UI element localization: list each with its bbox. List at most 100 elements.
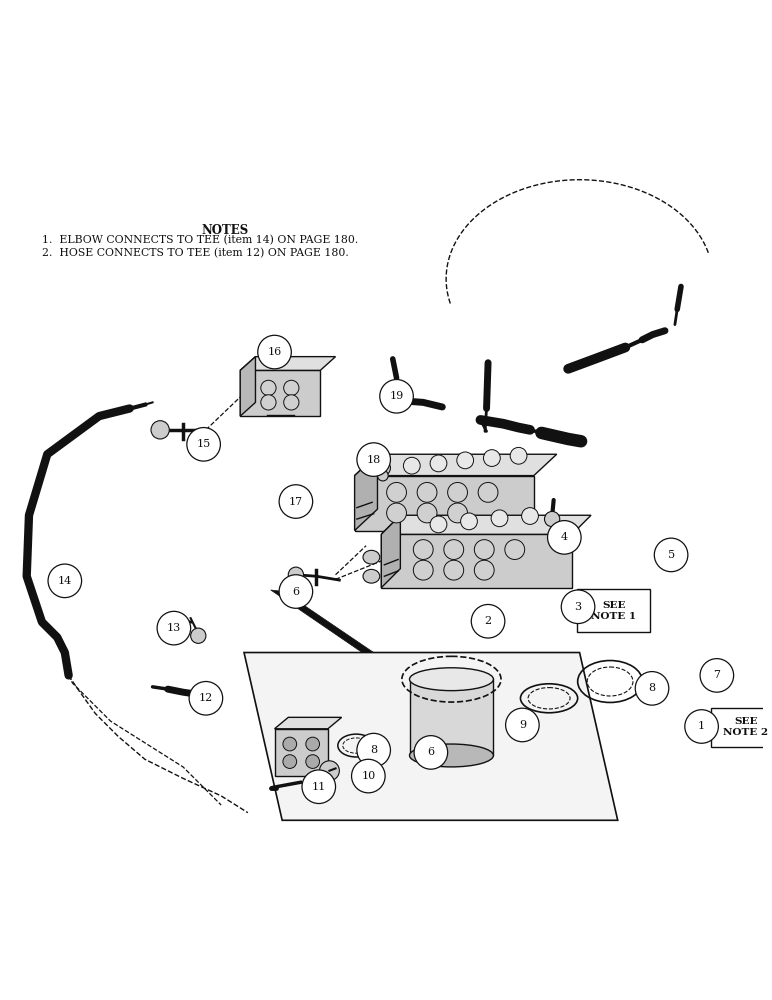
Circle shape xyxy=(258,335,291,369)
Circle shape xyxy=(189,681,222,715)
Circle shape xyxy=(561,590,595,624)
Circle shape xyxy=(191,628,206,643)
Circle shape xyxy=(164,612,179,627)
Ellipse shape xyxy=(363,550,380,564)
Polygon shape xyxy=(240,357,256,416)
Circle shape xyxy=(478,482,498,502)
Text: 15: 15 xyxy=(197,439,211,449)
Text: NOTES: NOTES xyxy=(201,224,249,237)
Text: 11: 11 xyxy=(312,782,326,792)
Circle shape xyxy=(685,710,719,743)
Circle shape xyxy=(288,567,303,582)
Circle shape xyxy=(261,395,276,410)
Polygon shape xyxy=(354,454,378,531)
FancyBboxPatch shape xyxy=(577,589,651,632)
Circle shape xyxy=(357,443,391,476)
Polygon shape xyxy=(240,357,336,370)
Circle shape xyxy=(448,503,468,523)
Polygon shape xyxy=(275,717,342,729)
Circle shape xyxy=(306,755,320,768)
Circle shape xyxy=(417,482,437,502)
Text: 3: 3 xyxy=(574,602,581,612)
Circle shape xyxy=(414,736,448,769)
Polygon shape xyxy=(271,590,374,653)
Circle shape xyxy=(48,564,82,598)
Text: 1: 1 xyxy=(698,721,705,731)
Circle shape xyxy=(491,510,508,527)
Circle shape xyxy=(483,450,500,466)
Circle shape xyxy=(357,733,391,767)
Circle shape xyxy=(283,395,299,410)
Polygon shape xyxy=(381,534,572,588)
Circle shape xyxy=(187,428,220,461)
Circle shape xyxy=(510,447,527,464)
Polygon shape xyxy=(409,679,493,755)
Circle shape xyxy=(283,737,296,751)
Circle shape xyxy=(283,755,296,768)
Text: 14: 14 xyxy=(58,576,72,586)
FancyBboxPatch shape xyxy=(711,708,772,747)
Ellipse shape xyxy=(363,569,380,583)
Ellipse shape xyxy=(409,744,493,767)
Circle shape xyxy=(461,513,477,530)
Circle shape xyxy=(387,503,407,523)
Text: 6: 6 xyxy=(293,587,300,597)
Text: 9: 9 xyxy=(519,720,526,730)
Circle shape xyxy=(375,460,391,476)
Circle shape xyxy=(635,672,669,705)
Text: 6: 6 xyxy=(428,747,435,757)
Circle shape xyxy=(544,511,560,527)
Polygon shape xyxy=(354,454,557,476)
Circle shape xyxy=(700,659,733,692)
Text: 4: 4 xyxy=(560,532,568,542)
Text: 18: 18 xyxy=(367,455,381,465)
Text: 17: 17 xyxy=(289,497,303,507)
Circle shape xyxy=(457,452,473,469)
Text: 5: 5 xyxy=(668,550,675,560)
Circle shape xyxy=(380,380,413,413)
Text: 19: 19 xyxy=(389,391,404,401)
Text: 8: 8 xyxy=(648,683,655,693)
Circle shape xyxy=(505,540,525,559)
Circle shape xyxy=(417,503,437,523)
Text: 13: 13 xyxy=(167,623,181,633)
Text: SEE
NOTE 1: SEE NOTE 1 xyxy=(591,601,636,621)
Text: 10: 10 xyxy=(361,771,375,781)
Polygon shape xyxy=(354,476,533,531)
Circle shape xyxy=(302,770,336,804)
Text: SEE
NOTE 2: SEE NOTE 2 xyxy=(723,717,768,737)
Circle shape xyxy=(378,470,388,481)
Circle shape xyxy=(413,560,433,580)
Circle shape xyxy=(474,560,494,580)
Circle shape xyxy=(655,538,688,572)
Circle shape xyxy=(387,482,407,502)
Circle shape xyxy=(279,485,313,518)
Polygon shape xyxy=(244,653,618,820)
Circle shape xyxy=(448,482,468,502)
Polygon shape xyxy=(381,515,591,534)
Text: 2: 2 xyxy=(485,616,492,626)
Circle shape xyxy=(471,604,505,638)
Polygon shape xyxy=(381,515,401,588)
Text: 7: 7 xyxy=(713,670,720,680)
Circle shape xyxy=(547,521,581,554)
Text: 16: 16 xyxy=(267,347,282,357)
Circle shape xyxy=(404,457,420,474)
Circle shape xyxy=(261,380,276,396)
Circle shape xyxy=(430,455,447,472)
Text: 2.  HOSE CONNECTS TO TEE (item 12) ON PAGE 180.: 2. HOSE CONNECTS TO TEE (item 12) ON PAG… xyxy=(42,248,349,259)
Circle shape xyxy=(351,759,385,793)
Ellipse shape xyxy=(409,668,493,691)
Circle shape xyxy=(522,508,538,524)
Circle shape xyxy=(157,611,191,645)
Text: 1.  ELBOW CONNECTS TO TEE (item 14) ON PAGE 180.: 1. ELBOW CONNECTS TO TEE (item 14) ON PA… xyxy=(42,235,358,245)
Circle shape xyxy=(279,575,313,608)
Circle shape xyxy=(283,380,299,396)
Circle shape xyxy=(444,540,464,559)
Circle shape xyxy=(320,761,340,781)
Text: 8: 8 xyxy=(370,745,378,755)
Polygon shape xyxy=(275,729,328,776)
Circle shape xyxy=(413,540,433,559)
Circle shape xyxy=(430,516,447,533)
Text: 12: 12 xyxy=(198,693,213,703)
